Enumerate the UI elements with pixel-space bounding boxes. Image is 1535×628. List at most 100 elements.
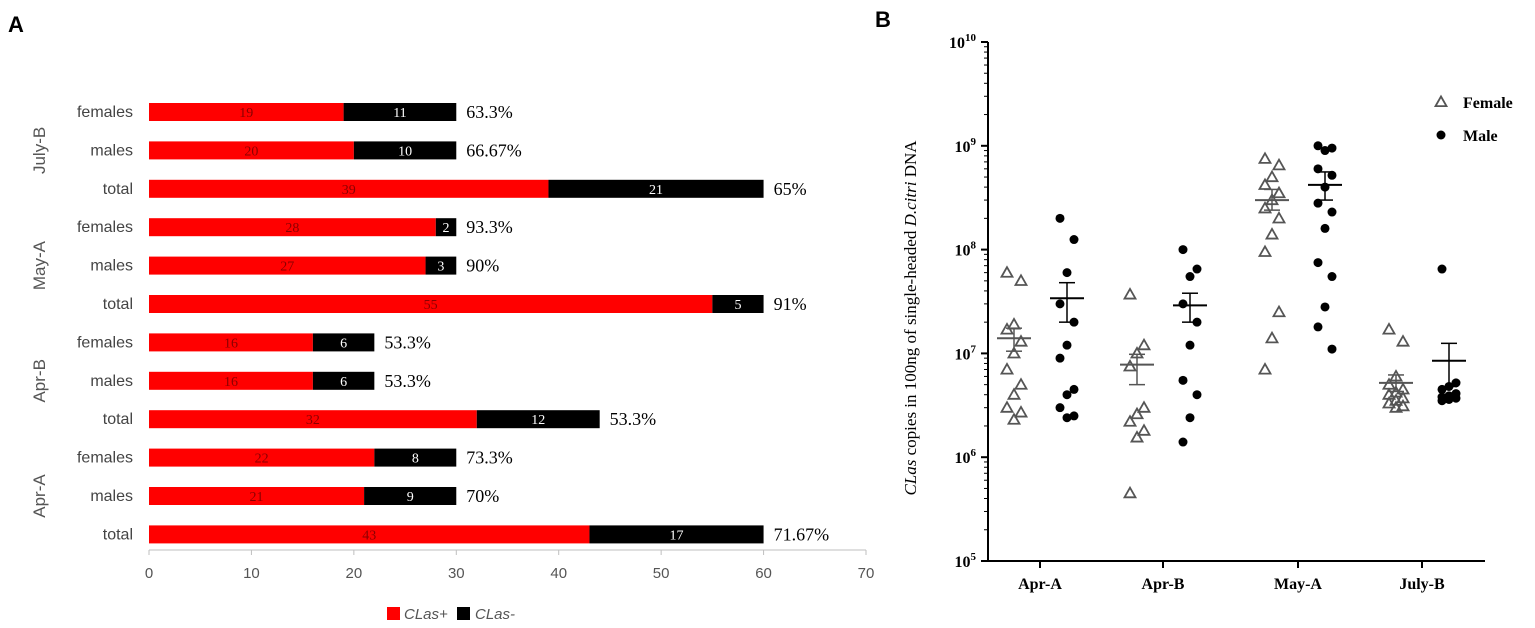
bar-positive-value: 20 bbox=[244, 144, 258, 159]
bar-percentage: 71.67% bbox=[774, 524, 830, 544]
bar-percentage: 53.3% bbox=[384, 371, 431, 391]
male-point bbox=[1327, 143, 1337, 153]
bar-percentage: 90% bbox=[466, 256, 499, 276]
legend-label-negative: CLas- bbox=[475, 606, 515, 623]
male-point bbox=[1069, 411, 1079, 421]
male-point bbox=[1069, 384, 1079, 394]
female-point bbox=[1264, 169, 1280, 183]
row-label: males bbox=[90, 142, 133, 159]
female-point bbox=[1271, 211, 1287, 224]
bar-negative-value: 2 bbox=[443, 221, 450, 236]
bar-positive bbox=[149, 525, 590, 544]
bar-negative bbox=[374, 448, 457, 467]
male-point bbox=[1327, 170, 1337, 180]
row-label: females bbox=[77, 450, 133, 467]
x-category-label: Apr-B bbox=[1142, 576, 1185, 593]
male-point bbox=[1313, 164, 1323, 174]
female-point bbox=[1129, 430, 1145, 443]
bar-negative-value: 6 bbox=[340, 375, 347, 390]
female-point bbox=[1395, 334, 1411, 347]
bar-positive bbox=[149, 295, 713, 313]
male-point bbox=[1185, 413, 1195, 423]
male-point bbox=[1313, 322, 1323, 332]
bar-negative-value: 11 bbox=[393, 106, 406, 121]
bar-negative bbox=[712, 295, 764, 313]
female-point bbox=[1257, 244, 1273, 257]
male-point bbox=[1055, 299, 1065, 309]
male-point bbox=[1313, 258, 1323, 268]
female-point bbox=[1271, 304, 1287, 318]
male-point bbox=[1192, 390, 1202, 400]
bar-positive-value: 22 bbox=[255, 452, 269, 467]
bar-positive-value: 43 bbox=[362, 528, 376, 543]
x-tick-label: 20 bbox=[346, 565, 363, 582]
bar-positive-value: 19 bbox=[239, 106, 253, 121]
female-point bbox=[1388, 400, 1404, 413]
female-point bbox=[1264, 227, 1280, 240]
legend-label-female: Female bbox=[1463, 95, 1513, 112]
bar-negative bbox=[343, 103, 457, 121]
panel-b-label: B bbox=[875, 7, 891, 32]
legend-swatch-negative bbox=[457, 607, 470, 620]
female-point bbox=[999, 265, 1015, 278]
male-point bbox=[1327, 272, 1337, 282]
male-point bbox=[1320, 146, 1330, 156]
x-category-label: July-B bbox=[1399, 576, 1445, 593]
bar-negative-value: 8 bbox=[412, 452, 419, 467]
female-point bbox=[1395, 398, 1411, 412]
male-point bbox=[1178, 437, 1188, 447]
group-label: July-B bbox=[30, 127, 49, 174]
bar-percentage: 63.3% bbox=[466, 102, 513, 122]
male-point bbox=[1451, 393, 1461, 403]
bar-negative-value: 3 bbox=[437, 260, 444, 275]
bar-positive bbox=[149, 103, 344, 121]
bar-positive bbox=[149, 218, 436, 237]
bar-percentage: 70% bbox=[466, 486, 499, 506]
bar-negative bbox=[435, 218, 457, 237]
bar-percentage: 93.3% bbox=[466, 217, 513, 237]
row-label: total bbox=[103, 526, 133, 543]
x-tick-label: 10 bbox=[243, 565, 260, 582]
legend-swatch-positive bbox=[387, 607, 400, 620]
y-tick-label: 109 bbox=[955, 136, 977, 156]
female-point bbox=[1122, 414, 1138, 427]
male-point bbox=[1178, 299, 1188, 309]
female-point bbox=[1006, 412, 1022, 425]
female-point bbox=[1122, 287, 1138, 300]
bar-positive-value: 28 bbox=[285, 221, 299, 236]
y-tick-label: 1010 bbox=[949, 32, 977, 52]
female-point bbox=[1129, 406, 1145, 420]
bar-percentage: 91% bbox=[774, 294, 807, 314]
y-axis-title: CLas copies in 100ng of single-headed D.… bbox=[901, 140, 920, 496]
bar-negative bbox=[476, 410, 600, 429]
bar-negative bbox=[589, 525, 764, 544]
row-label: males bbox=[90, 488, 133, 505]
male-point bbox=[1178, 375, 1188, 385]
bar-negative-value: 10 bbox=[398, 144, 412, 159]
bar-positive bbox=[149, 371, 313, 390]
bar-percentage: 53.3% bbox=[384, 332, 431, 352]
male-point bbox=[1185, 340, 1195, 350]
y-tick-label: 106 bbox=[955, 447, 977, 467]
row-label: males bbox=[90, 258, 133, 275]
bar-negative bbox=[364, 487, 457, 505]
female-point bbox=[1013, 334, 1029, 347]
female-point bbox=[1388, 393, 1404, 406]
male-point bbox=[1320, 302, 1330, 312]
male-point bbox=[1327, 344, 1337, 354]
bar-positive bbox=[149, 333, 313, 352]
bar-negative bbox=[548, 179, 764, 198]
male-point bbox=[1313, 141, 1323, 151]
female-point bbox=[1257, 200, 1273, 214]
male-point bbox=[1327, 207, 1337, 217]
x-tick-label: 40 bbox=[550, 565, 567, 582]
male-point bbox=[1437, 264, 1447, 274]
row-label: females bbox=[77, 219, 133, 236]
female-point bbox=[999, 362, 1015, 375]
bar-negative bbox=[353, 141, 457, 160]
bar-positive bbox=[149, 141, 354, 160]
bar-positive bbox=[149, 179, 549, 198]
bar-positive-value: 16 bbox=[224, 336, 238, 351]
bar-positive-value: 39 bbox=[342, 183, 356, 198]
male-point bbox=[1178, 245, 1188, 255]
